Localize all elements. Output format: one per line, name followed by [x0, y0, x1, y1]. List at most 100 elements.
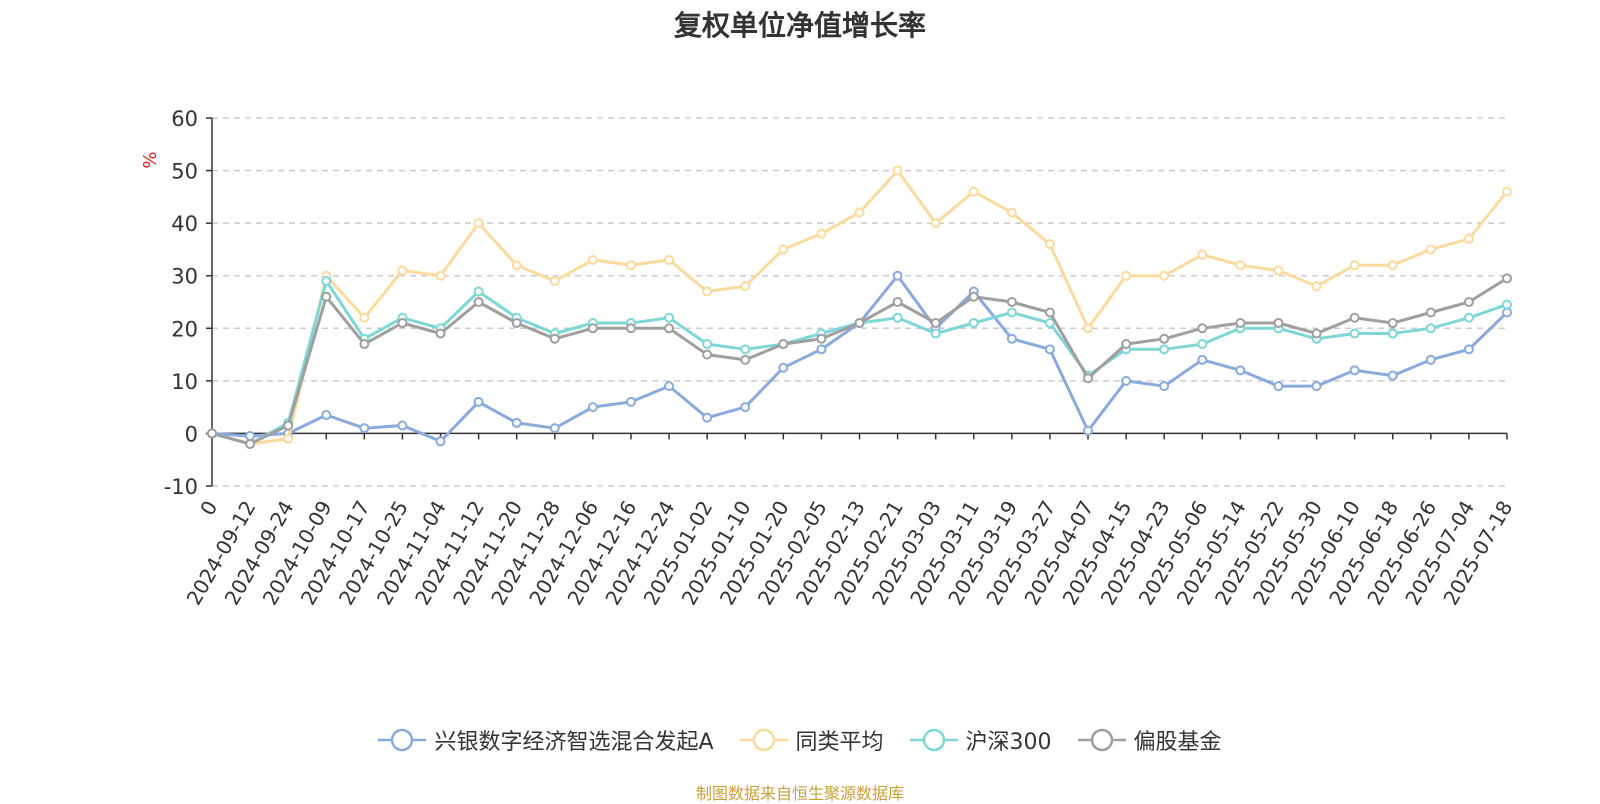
data-point: [587, 254, 598, 265]
y-tick-label: 30: [171, 265, 198, 289]
data-point: [1044, 307, 1055, 318]
data-point: [1121, 339, 1132, 350]
data-point: [1425, 244, 1436, 255]
legend-label: 沪深300: [965, 730, 1052, 755]
data-point: [1425, 354, 1436, 365]
data-point: [435, 270, 446, 281]
data-point: [1006, 333, 1017, 344]
data-point: [1502, 186, 1512, 197]
data-point: [1502, 299, 1512, 310]
data-point: [1425, 323, 1436, 334]
data-point: [968, 318, 979, 329]
data-point: [892, 165, 903, 176]
data-point: [549, 275, 560, 286]
data-point: [435, 436, 446, 447]
y-tick-label: 10: [171, 370, 198, 394]
y-tick-label: -10: [164, 475, 198, 499]
data-point: [740, 281, 751, 292]
data-point: [587, 323, 598, 334]
data-point: [321, 410, 332, 421]
data-point: [1463, 312, 1474, 323]
data-point: [702, 286, 713, 297]
legend-label: 同类平均: [795, 730, 884, 755]
data-point: [1463, 233, 1474, 244]
data-point: [1235, 365, 1246, 376]
data-point: [1349, 260, 1360, 271]
legend-item[interactable]: 沪深300: [909, 724, 1052, 756]
data-point: [207, 428, 217, 439]
data-point: [740, 354, 751, 365]
data-point: [283, 420, 294, 431]
data-point: [587, 402, 598, 413]
data-point: [1463, 297, 1474, 307]
data-point: [1083, 425, 1094, 436]
data-point: [359, 423, 370, 434]
legend-swatch-icon: [909, 728, 958, 752]
data-point: [854, 318, 865, 329]
data-point: [1083, 373, 1094, 384]
legend-item[interactable]: 偏股基金: [1077, 724, 1222, 756]
data-point: [359, 339, 370, 350]
data-point: [1463, 344, 1474, 355]
data-point: [1311, 328, 1322, 339]
x-tick-label: 0: [195, 497, 222, 520]
data-point: [1425, 307, 1436, 318]
data-point: [1387, 370, 1398, 381]
data-point: [664, 254, 675, 265]
chart-title: 复权单位净值增长率: [673, 9, 926, 42]
data-point: [740, 402, 751, 413]
y-tick-label: 0: [185, 422, 198, 446]
tick-labels: -10010203040506002024-09-122024-09-24202…: [164, 107, 1518, 609]
data-point: [778, 362, 789, 373]
series-lines: [207, 165, 1512, 449]
data-point: [1502, 273, 1512, 284]
y-tick-label: 40: [171, 212, 198, 236]
legend-swatch-icon: [739, 728, 788, 752]
legend-item[interactable]: 兴银数字经济智选混合发起A: [378, 724, 714, 756]
data-point: [473, 396, 484, 407]
data-point: [1006, 297, 1017, 307]
legend-item[interactable]: 同类平均: [739, 724, 884, 756]
data-point: [892, 297, 903, 307]
data-point: [321, 291, 332, 302]
data-point: [1006, 207, 1017, 218]
data-point: [892, 312, 903, 323]
data-point: [549, 423, 560, 434]
data-point: [664, 312, 675, 323]
data-point: [1044, 344, 1055, 355]
y-tick-label: 60: [171, 107, 198, 131]
data-point: [968, 291, 979, 302]
data-point: [359, 312, 370, 323]
data-point: [1273, 381, 1284, 392]
data-point: [625, 396, 636, 407]
data-point: [1044, 318, 1055, 329]
data-point: [816, 344, 827, 355]
data-point: [283, 433, 294, 444]
data-point: [1349, 365, 1360, 376]
data-point: [397, 420, 408, 431]
data-point: [1387, 260, 1398, 271]
data-point: [473, 286, 484, 297]
gridlines: [212, 117, 1507, 487]
data-point: [473, 297, 484, 307]
legend: 兴银数字经济智选混合发起A 同类平均 沪深300 偏股基金: [0, 724, 1600, 756]
data-point: [664, 323, 675, 334]
data-point: [816, 333, 827, 344]
series-line: [211, 274, 1509, 443]
data-point: [854, 207, 865, 218]
data-point: [1197, 323, 1208, 334]
data-point: [1387, 318, 1398, 329]
data-point: [397, 318, 408, 329]
data-point: [625, 323, 636, 334]
data-point: [1387, 328, 1398, 339]
data-point: [1159, 381, 1170, 392]
data-point: [1197, 249, 1208, 260]
data-point: [473, 218, 484, 229]
data-point: [1235, 318, 1246, 329]
legend-label: 偏股基金: [1133, 730, 1222, 755]
data-point: [816, 228, 827, 239]
source-note: 制图数据来自恒生聚源数据库: [695, 784, 904, 803]
data-point: [549, 333, 560, 344]
data-point: [664, 381, 675, 392]
